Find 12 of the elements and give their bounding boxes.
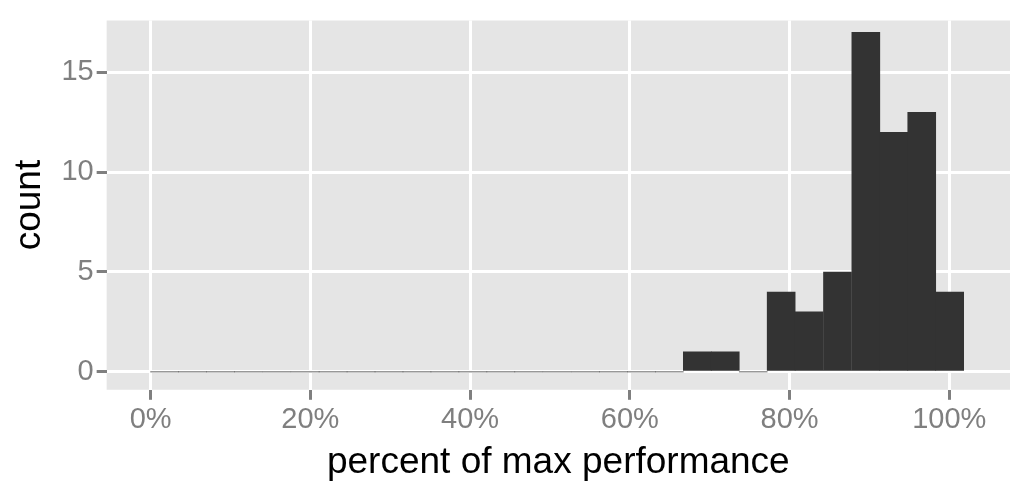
x-tick-label: 40% [441, 402, 500, 435]
x-tick-label: 0% [129, 402, 172, 435]
y-tick-label: 15 [61, 54, 94, 87]
x-tick-label: 20% [281, 402, 340, 435]
y-axis-title: count [7, 159, 49, 251]
y-tick-label: 5 [77, 253, 94, 286]
x-tick-label: 60% [600, 402, 659, 435]
y-tick-label: 0 [77, 353, 94, 386]
x-tick-label: 100% [912, 402, 987, 435]
x-axis-title: percent of max performance [326, 440, 790, 481]
x-tick-label: 80% [760, 402, 819, 435]
y-tick-label: 10 [61, 154, 94, 187]
